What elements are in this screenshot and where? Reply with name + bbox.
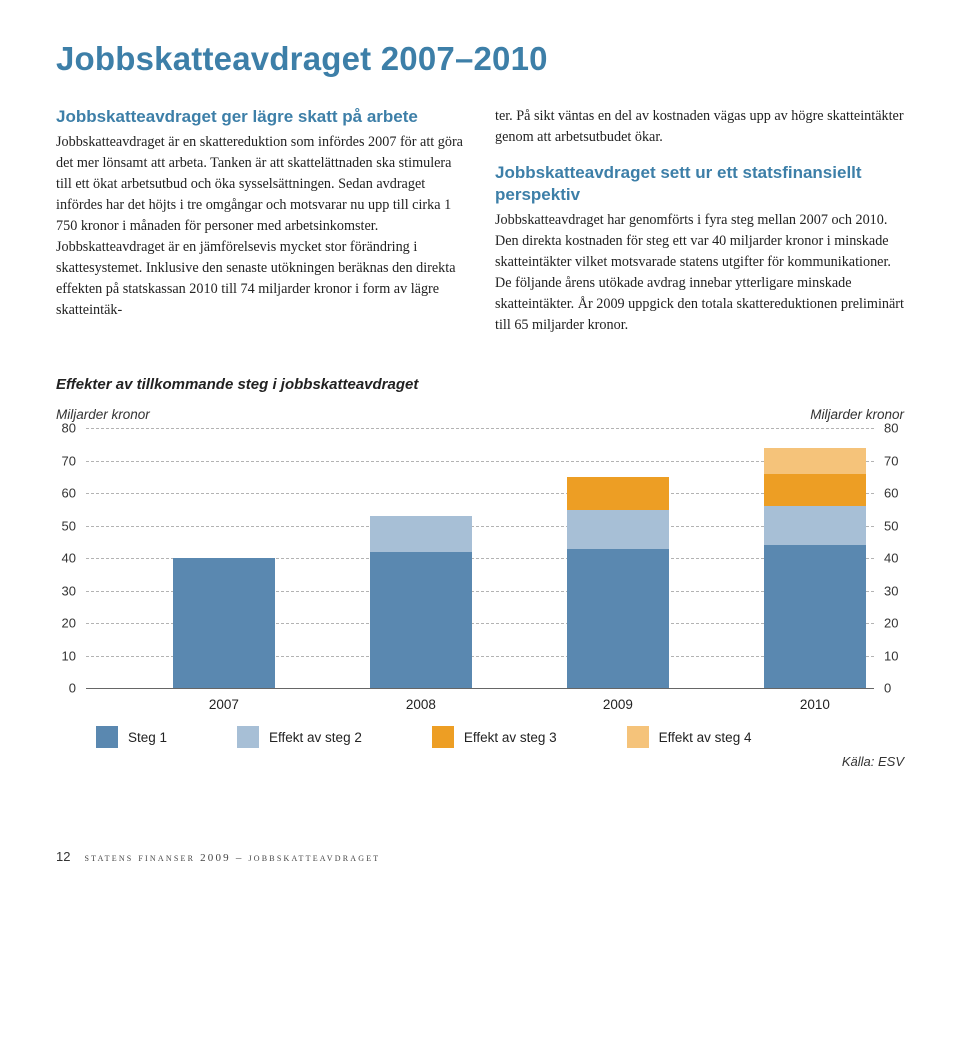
right-intro: ter. På sikt väntas en del av kostnaden … bbox=[495, 108, 904, 145]
right-heading: Jobbskatteavdraget sett ur ett statsfina… bbox=[495, 162, 904, 206]
legend-label: Effekt av steg 3 bbox=[464, 730, 557, 745]
right-column: ter. På sikt väntas en del av kostnaden … bbox=[495, 106, 904, 336]
ytick-left: 60 bbox=[50, 486, 76, 501]
bar-segment-steg2 bbox=[370, 516, 472, 552]
ytick-right: 30 bbox=[884, 583, 910, 598]
chart: 2007200820092010 00101020203030404050506… bbox=[56, 428, 904, 708]
plot-area bbox=[86, 428, 874, 688]
ytick-left: 80 bbox=[50, 421, 76, 436]
gridline bbox=[86, 493, 874, 494]
xtick-label: 2008 bbox=[406, 697, 436, 712]
bar-group bbox=[370, 516, 472, 688]
ytick-left: 0 bbox=[50, 681, 76, 696]
xtick-label: 2010 bbox=[800, 697, 830, 712]
ytick-right: 50 bbox=[884, 518, 910, 533]
legend: Steg 1 Effekt av steg 2 Effekt av steg 3 Ef… bbox=[96, 726, 904, 748]
ytick-right: 0 bbox=[884, 681, 910, 696]
xtick-label: 2007 bbox=[209, 697, 239, 712]
ytick-left: 10 bbox=[50, 648, 76, 663]
left-column: Jobbskatteavdraget ger lägre skatt på ar… bbox=[56, 106, 465, 336]
legend-item: Steg 1 bbox=[96, 726, 167, 748]
bar-segment-steg2 bbox=[567, 510, 669, 549]
bar-segment-steg1 bbox=[764, 545, 866, 688]
footer-text: statens finanser 2009 – jobbskatteavdrag… bbox=[84, 852, 380, 864]
chart-source: Källa: ESV bbox=[56, 754, 904, 769]
bar-segment-steg2 bbox=[764, 506, 866, 545]
bar-group bbox=[173, 558, 275, 688]
legend-swatch bbox=[432, 726, 454, 748]
legend-swatch bbox=[627, 726, 649, 748]
bar-segment-steg4 bbox=[764, 448, 866, 474]
gridline bbox=[86, 428, 874, 429]
legend-swatch bbox=[96, 726, 118, 748]
ytick-left: 30 bbox=[50, 583, 76, 598]
left-heading: Jobbskatteavdraget ger lägre skatt på ar… bbox=[56, 106, 465, 128]
ytick-left: 50 bbox=[50, 518, 76, 533]
legend-item: Effekt av steg 3 bbox=[432, 726, 557, 748]
legend-item: Effekt av steg 4 bbox=[627, 726, 752, 748]
legend-item: Effekt av steg 2 bbox=[237, 726, 362, 748]
chart-title: Effekter av tillkommande steg i jobbskat… bbox=[56, 376, 904, 393]
ytick-right: 10 bbox=[884, 648, 910, 663]
bar-segment-steg1 bbox=[173, 558, 275, 688]
ytick-right: 60 bbox=[884, 486, 910, 501]
page-title: Jobbskatteavdraget 2007–2010 bbox=[56, 40, 904, 78]
right-body: Jobbskatteavdraget har genomförts i fyra… bbox=[495, 212, 904, 333]
page-number: 12 bbox=[56, 849, 70, 864]
axis-labels: Miljarder kronor Miljarder kronor bbox=[56, 407, 904, 422]
bar-group bbox=[764, 448, 866, 689]
chart-section: Effekter av tillkommande steg i jobbskat… bbox=[56, 376, 904, 769]
legend-label: Steg 1 bbox=[128, 730, 167, 745]
x-axis-ticks: 2007200820092010 bbox=[86, 688, 874, 708]
gridline bbox=[86, 461, 874, 462]
left-body: Jobbskatteavdraget är en skattereduktion… bbox=[56, 134, 463, 318]
xtick-label: 2009 bbox=[603, 697, 633, 712]
bar-segment-steg1 bbox=[370, 552, 472, 689]
legend-label: Effekt av steg 4 bbox=[659, 730, 752, 745]
ytick-right: 40 bbox=[884, 551, 910, 566]
ytick-left: 40 bbox=[50, 551, 76, 566]
body-columns: Jobbskatteavdraget ger lägre skatt på ar… bbox=[56, 106, 904, 336]
bar-segment-steg3 bbox=[764, 474, 866, 507]
legend-label: Effekt av steg 2 bbox=[269, 730, 362, 745]
ytick-left: 20 bbox=[50, 616, 76, 631]
ytick-left: 70 bbox=[50, 453, 76, 468]
bar-segment-steg3 bbox=[567, 477, 669, 510]
bar-segment-steg1 bbox=[567, 549, 669, 689]
ytick-right: 80 bbox=[884, 421, 910, 436]
page-footer: 12 statens finanser 2009 – jobbskatteavd… bbox=[56, 849, 904, 864]
gridline bbox=[86, 526, 874, 527]
ytick-right: 20 bbox=[884, 616, 910, 631]
ytick-right: 70 bbox=[884, 453, 910, 468]
bar-group bbox=[567, 477, 669, 688]
legend-swatch bbox=[237, 726, 259, 748]
